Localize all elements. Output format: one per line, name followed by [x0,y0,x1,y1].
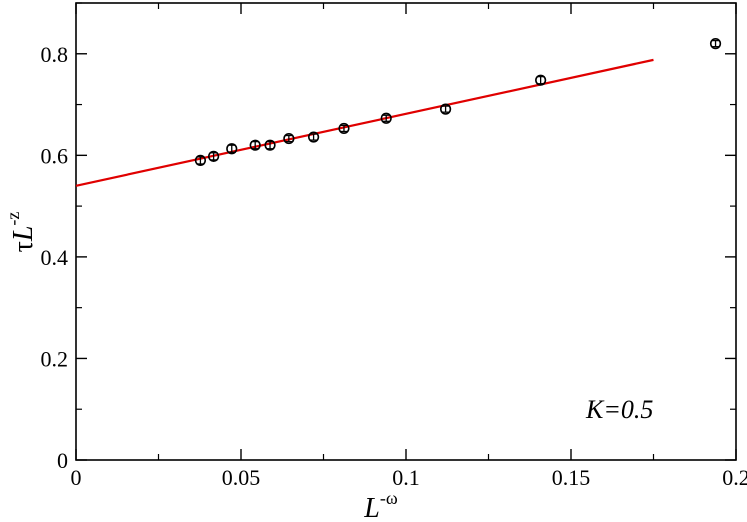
marker-circle [338,122,350,135]
y-axis-title-sup: -z [3,212,23,226]
data-point [709,38,722,50]
plot-frame [75,2,737,461]
axis-tick-labels: 0 0.05 0.1 0.15 0.2 0 0.2 0.4 0.6 0.8 [41,42,747,490]
data-point [535,74,547,86]
y-tick-label: 0.2 [41,346,69,371]
y-tick-label: 0.6 [41,143,69,168]
marker-circle [208,150,220,162]
x-tick-label: 0.1 [392,465,420,490]
marker-circle [709,38,722,50]
y-axis-title-base: L [8,226,39,243]
marker-circle [194,154,207,167]
data-point [308,131,320,143]
x-axis-title: L-ω [363,488,398,522]
data-points-layer [194,38,722,167]
fit-line-layer [75,58,654,187]
fit-line [75,58,654,187]
annotation-label: K=0.5 [585,395,653,424]
y-axis-title: τL-z [3,212,39,253]
x-axis-title-base: L [363,493,380,522]
data-point [208,150,220,162]
x-axis-title-sup: -ω [380,488,398,508]
x-tick-label: 0.15 [552,465,591,490]
data-point [380,112,392,124]
data-point [264,139,276,151]
marker-circle [440,103,452,115]
data-point [249,139,261,151]
x-tick-label: 0.2 [722,465,747,490]
x-tick-label: 0 [71,465,82,490]
data-point [194,154,207,167]
axis-ticks [75,2,737,461]
marker-circle [308,131,320,143]
marker-circle [264,139,276,151]
marker-circle [226,143,238,155]
x-tick-label: 0.05 [222,465,261,490]
marker-circle [380,112,392,124]
marker-circle [535,74,547,86]
y-tick-label: 0 [57,448,68,473]
marker-circle [249,139,261,151]
data-point [440,103,452,115]
data-point [338,122,350,135]
data-point [283,132,295,145]
y-tick-label: 0.8 [41,42,69,67]
data-point [226,143,238,155]
y-axis-title-prefix: τ [8,241,39,252]
marker-circle [283,132,295,145]
y-tick-label: 0.4 [41,245,69,270]
